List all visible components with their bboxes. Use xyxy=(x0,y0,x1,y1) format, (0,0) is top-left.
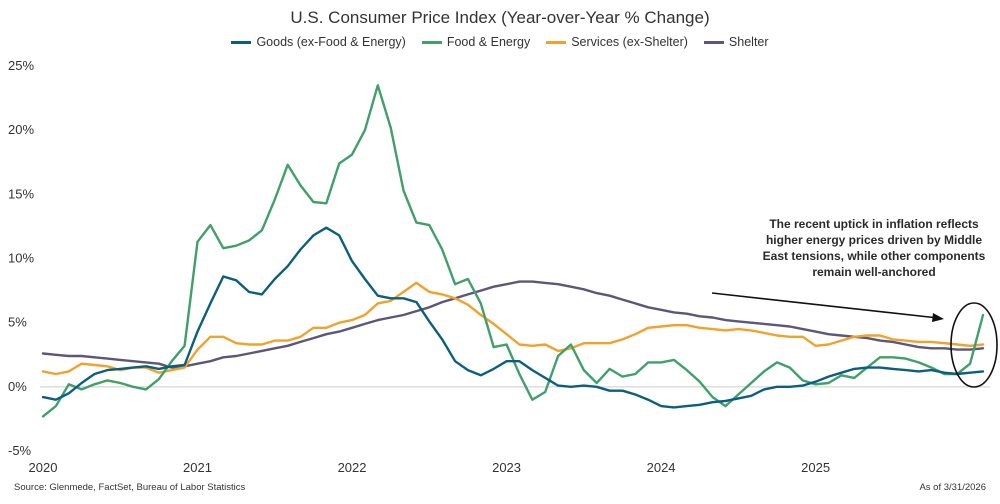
legend-item-goods: Goods (ex-Food & Energy) xyxy=(231,35,406,49)
legend-label-services: Services (ex-Shelter) xyxy=(571,35,688,49)
series-line-goods xyxy=(41,226,985,409)
y-tick-label: 15% xyxy=(8,186,34,201)
x-tick-label: 2021 xyxy=(183,460,212,475)
annotation-layer xyxy=(711,292,998,388)
x-tick-label: 2024 xyxy=(647,460,676,475)
series-line-services xyxy=(41,281,985,376)
y-tick-label: -5% xyxy=(8,443,32,458)
y-tick-label: 10% xyxy=(8,251,34,266)
series-layer xyxy=(41,84,985,418)
annotation-text: The recent uptick in inflation reflects … xyxy=(762,217,986,279)
chart-legend: Goods (ex-Food & Energy) Food & Energy S… xyxy=(0,35,1000,49)
annotation-arrowhead xyxy=(932,313,944,322)
legend-swatch-services xyxy=(546,40,567,44)
y-tick-label: 25% xyxy=(8,58,34,73)
legend-label-shelter: Shelter xyxy=(728,35,769,49)
as-of-date: As of 3/31/2026 xyxy=(919,482,986,493)
y-tick-label: 0% xyxy=(8,379,27,394)
annotation-circle xyxy=(950,302,998,388)
legend-swatch-food-energy xyxy=(421,40,442,44)
series-line-shelter xyxy=(41,280,985,369)
x-tick-label: 2025 xyxy=(801,460,830,475)
legend-label-goods: Goods (ex-Food & Energy) xyxy=(256,35,406,49)
x-tick-label: 2023 xyxy=(492,460,521,475)
y-tick-label: 5% xyxy=(8,315,27,330)
x-tick-label: 2022 xyxy=(338,460,367,475)
legend-item-services: Services (ex-Shelter) xyxy=(546,35,688,49)
y-tick-label: 20% xyxy=(8,122,34,137)
chart-title: U.S. Consumer Price Index (Year-over-Yea… xyxy=(290,8,710,27)
annotation-arrow xyxy=(711,292,939,319)
x-tick-label: 2020 xyxy=(29,460,58,475)
series-line-food-energy xyxy=(41,84,985,418)
legend-label-food-energy: Food & Energy xyxy=(446,35,531,49)
legend-item-shelter: Shelter xyxy=(703,35,769,49)
legend-swatch-goods xyxy=(231,40,252,44)
legend-swatch-shelter xyxy=(703,40,724,44)
legend-item-food-energy: Food & Energy xyxy=(421,35,531,49)
axes-layer: 25% 20% 15% 10% 5% 0% -5% 2020 2021 2022 2023 2024 2… xyxy=(8,58,990,475)
source-note: Source: Glenmede, FactSet, Bureau of Lab… xyxy=(14,482,246,493)
